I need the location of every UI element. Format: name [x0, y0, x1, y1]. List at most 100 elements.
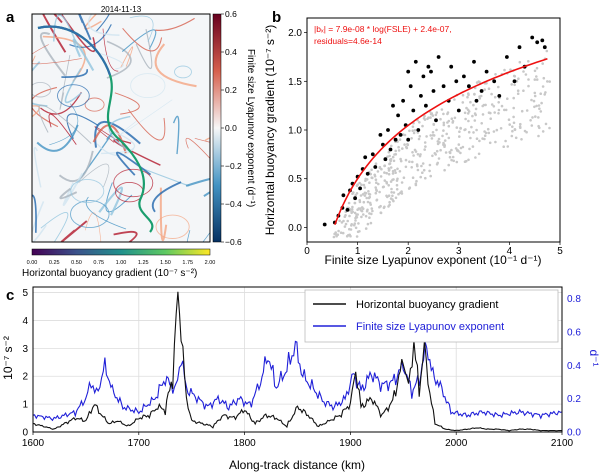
background-point: [530, 124, 534, 127]
background-point: [532, 99, 536, 103]
eddy-contour: [155, 214, 190, 239]
eddy-contour: [174, 65, 192, 79]
background-point: [354, 226, 358, 230]
x-tick-label: 2000: [445, 438, 468, 449]
background-point: [373, 173, 377, 177]
data-point: [353, 196, 357, 201]
background-point: [438, 141, 441, 144]
legend-label-buoyancy: Horizontal buoyancy gradient: [356, 299, 498, 311]
background-point: [517, 77, 520, 80]
background-point: [348, 214, 351, 218]
background-point: [379, 175, 383, 178]
background-point: [355, 192, 359, 195]
background-point: [442, 121, 446, 125]
background-point: [431, 131, 435, 134]
background-point: [389, 166, 393, 169]
background-point: [385, 180, 388, 184]
background-point: [467, 158, 470, 162]
background-point: [404, 158, 408, 162]
background-point: [493, 111, 497, 114]
y-left-tick-label: 5: [22, 288, 28, 299]
background-point: [541, 85, 545, 88]
background-point: [458, 130, 461, 133]
colorbar-bottom-tick-label: 1.00: [116, 260, 127, 266]
colorbar-right-tick-label: 0.2: [225, 85, 237, 95]
background-point: [397, 192, 400, 196]
colorbar-right-tick-label: 0.6: [225, 9, 237, 19]
background-point: [466, 108, 470, 112]
background-point: [540, 101, 543, 105]
data-point: [530, 35, 535, 40]
background-point: [437, 137, 441, 141]
panel-c-ylabel-left: 10⁻⁷ s⁻²: [1, 336, 15, 380]
background-point: [461, 93, 465, 97]
y-right-tick-label: 0.6: [567, 328, 581, 339]
background-point: [453, 116, 457, 120]
streamline: [172, 115, 180, 155]
panel-c-fsle-line: [32, 340, 563, 422]
data-point: [398, 133, 403, 137]
background-point: [383, 179, 387, 182]
data-point: [365, 171, 370, 176]
streamline: [94, 126, 120, 143]
background-point: [530, 98, 533, 102]
background-point: [434, 113, 438, 117]
eddy-contour: [113, 168, 154, 198]
eddy-contour: [32, 81, 52, 98]
colorbar-bottom-tick-label: 0.75: [93, 260, 104, 266]
background-point: [527, 60, 530, 63]
background-point: [416, 153, 420, 156]
data-point: [386, 128, 390, 132]
x-tick-label: 1800: [233, 438, 256, 449]
background-point: [389, 180, 393, 183]
background-point: [435, 149, 439, 153]
panel-c-ylabel-right: d⁻¹: [587, 349, 600, 366]
background-point: [341, 231, 345, 235]
background-point: [537, 134, 540, 138]
streamline: [155, 17, 195, 31]
background-point: [423, 114, 426, 118]
panel-b-ylabel: Horizontal buoyancy gradient (10⁻⁷ s⁻²): [263, 25, 277, 235]
background-point: [401, 147, 404, 150]
panel-b-xlabel: Finite size Lyapunov exponent (10⁻¹ d⁻¹): [324, 253, 541, 267]
background-point: [351, 192, 354, 195]
background-point: [394, 171, 397, 174]
panel-c-frame: [32, 286, 563, 433]
background-point: [428, 169, 431, 173]
background-point: [464, 159, 468, 163]
streamline: [69, 24, 112, 48]
x-tick-label: 3: [456, 246, 462, 257]
background-point: [541, 62, 544, 65]
background-point: [443, 139, 447, 142]
data-point: [378, 133, 383, 137]
background-point: [371, 176, 374, 180]
background-point: [431, 154, 434, 158]
data-point: [424, 103, 428, 108]
background-point: [390, 187, 393, 191]
panel-c-letter: c: [6, 287, 14, 304]
x-tick-label: 5: [557, 246, 563, 257]
background-point: [366, 200, 370, 204]
background-point: [451, 155, 455, 159]
background-point: [484, 131, 488, 135]
background-point: [388, 162, 391, 166]
background-point: [534, 115, 537, 118]
background-point: [419, 153, 422, 156]
background-point: [499, 127, 503, 130]
background-point: [440, 108, 444, 111]
streamline: [121, 29, 157, 53]
background-point: [362, 200, 366, 204]
data-point: [411, 108, 416, 113]
background-point: [513, 128, 517, 132]
x-tick-label: 1: [355, 246, 361, 257]
background-point: [395, 183, 399, 187]
background-point: [378, 190, 381, 194]
streamline: [135, 28, 153, 69]
background-point: [442, 143, 445, 146]
background-point: [442, 112, 445, 116]
background-point: [478, 139, 481, 143]
background-point: [350, 224, 353, 227]
background-point: [497, 112, 500, 115]
data-point: [358, 186, 362, 191]
panel-b-letter: b: [272, 9, 281, 26]
